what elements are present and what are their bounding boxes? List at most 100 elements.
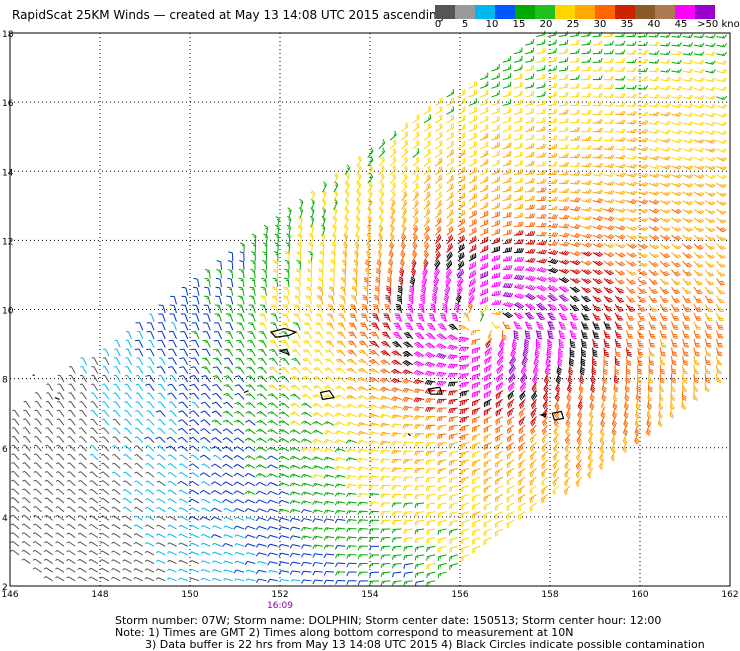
island-outline <box>55 398 60 400</box>
wind-barb <box>390 225 394 235</box>
wind-barb <box>394 323 402 330</box>
wind-barb <box>78 489 86 494</box>
wind-barb <box>576 468 581 478</box>
wind-barb <box>12 428 19 434</box>
wind-barb <box>488 330 492 340</box>
wind-barb <box>179 384 188 390</box>
wind-barb <box>438 546 446 552</box>
wind-barb <box>458 210 465 218</box>
wind-barb <box>67 533 75 538</box>
wind-barb <box>469 81 476 88</box>
wind-barb <box>611 443 615 453</box>
wind-barb <box>403 451 413 455</box>
wind-barb <box>694 192 704 196</box>
wind-barb <box>324 519 334 523</box>
wind-barb <box>245 456 255 460</box>
wind-barb <box>404 581 413 586</box>
wind-barb <box>705 131 715 135</box>
wind-barb <box>56 454 64 460</box>
wind-barb <box>548 197 558 201</box>
wind-barb <box>267 509 277 512</box>
wind-barb <box>508 382 514 391</box>
wind-barb <box>507 417 514 426</box>
wind-barb <box>502 330 506 340</box>
wind-barb <box>338 323 345 330</box>
wind-barb <box>519 425 525 434</box>
wind-barb <box>290 509 300 512</box>
wind-barb <box>256 429 266 434</box>
wind-barb <box>566 417 570 427</box>
wind-barb <box>548 232 558 236</box>
wind-barb <box>80 366 86 373</box>
wind-barb <box>148 367 154 374</box>
wind-barb <box>461 425 469 431</box>
wind-barb <box>102 402 109 408</box>
wind-barb <box>615 155 625 159</box>
wind-barb <box>537 276 547 281</box>
wind-barb <box>425 343 435 348</box>
wind-barb <box>324 545 334 549</box>
wind-barb <box>57 401 64 408</box>
wind-barb <box>256 526 266 529</box>
wind-barb <box>178 446 188 451</box>
wind-barb <box>370 581 379 585</box>
wind-barb <box>341 278 345 287</box>
wind-barb <box>79 445 87 451</box>
wind-barb <box>156 569 165 572</box>
wind-barb <box>542 425 548 435</box>
wind-barb <box>424 191 430 200</box>
wind-barb <box>307 278 312 287</box>
wind-barb <box>593 128 603 132</box>
wind-barb <box>484 391 491 399</box>
wind-barb <box>604 146 614 150</box>
wind-barb <box>446 260 452 270</box>
wind-barb <box>649 112 659 116</box>
wind-barb <box>447 166 454 174</box>
wind-barb <box>705 201 715 206</box>
wind-barb <box>335 449 345 452</box>
wind-barb <box>236 332 244 339</box>
wind-barb <box>313 554 323 558</box>
wind-barb <box>157 516 166 520</box>
wind-barb <box>683 339 689 347</box>
wind-barb <box>588 468 593 478</box>
wind-barb <box>346 493 356 497</box>
wind-barb <box>705 356 710 365</box>
wind-barb <box>68 410 75 416</box>
wind-barb <box>717 122 727 126</box>
wind-barb <box>496 373 502 382</box>
y-tick-label: 8 <box>2 376 8 386</box>
wind-barb <box>269 570 278 572</box>
wind-barb <box>627 164 637 168</box>
wind-barb <box>381 529 390 533</box>
wind-barb <box>413 157 419 166</box>
wind-barb <box>582 198 592 202</box>
wind-barb <box>179 578 188 581</box>
wind-barb <box>604 50 613 54</box>
wind-barb <box>717 313 724 320</box>
wind-barb <box>313 571 323 575</box>
wind-barb <box>224 535 233 538</box>
wind-barb <box>514 266 524 270</box>
wind-barb <box>369 511 379 515</box>
wind-barb <box>392 564 401 569</box>
wind-barb <box>22 498 30 503</box>
wind-barb <box>313 385 323 390</box>
wind-barb <box>437 381 447 385</box>
wind-barb <box>438 503 447 509</box>
wind-barb <box>224 376 233 382</box>
wind-barb <box>267 465 277 469</box>
wind-barb <box>101 472 109 477</box>
wind-barb <box>135 454 143 459</box>
wind-barb <box>445 277 450 287</box>
wind-barb <box>123 472 131 477</box>
wind-barb <box>496 477 503 485</box>
wind-barb <box>33 550 41 555</box>
wind-barb <box>245 544 255 547</box>
wind-barb <box>683 166 693 170</box>
wind-barb <box>135 349 143 356</box>
wind-barb <box>447 226 453 235</box>
wind-barb <box>56 480 64 485</box>
wind-barb <box>279 394 289 399</box>
wind-barb <box>492 255 500 261</box>
